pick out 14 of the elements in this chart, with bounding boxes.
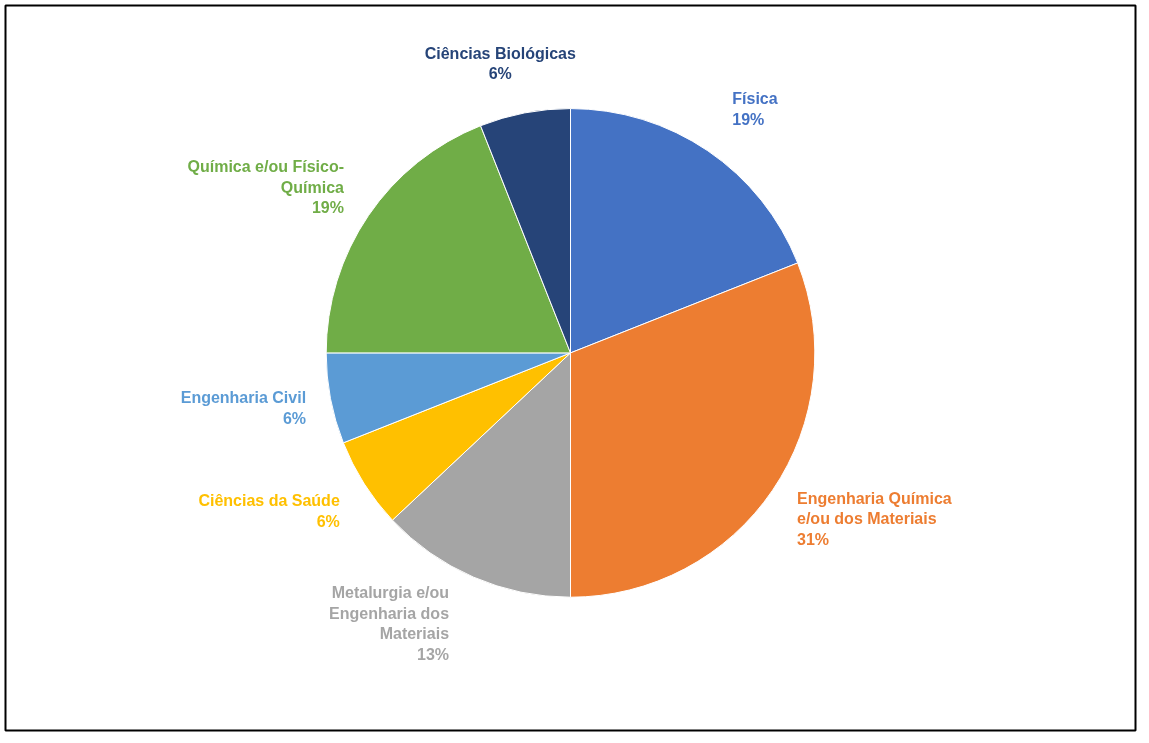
- data-label: 31%: [797, 530, 830, 548]
- data-label: 6%: [316, 512, 340, 530]
- data-label: 6%: [282, 409, 307, 427]
- slice-label: Metalurgia e/ou Engenharia dos Materiais: [329, 584, 450, 643]
- data-label: 19%: [732, 110, 765, 128]
- slice-label: Engenharia Civil: [180, 389, 307, 407]
- slice-label: Química e/ou Físico-Química: [187, 158, 345, 196]
- slice-label: Ciências Biológicas: [424, 44, 576, 62]
- slice-label: Física: [732, 90, 778, 108]
- data-label: 6%: [488, 64, 512, 82]
- data-label: 19%: [311, 199, 344, 217]
- data-label: 13%: [417, 645, 450, 663]
- slice-label: Ciências da Saúde: [198, 492, 340, 510]
- slice-label: Engenharia Química e/ou dos Materiais: [797, 489, 952, 528]
